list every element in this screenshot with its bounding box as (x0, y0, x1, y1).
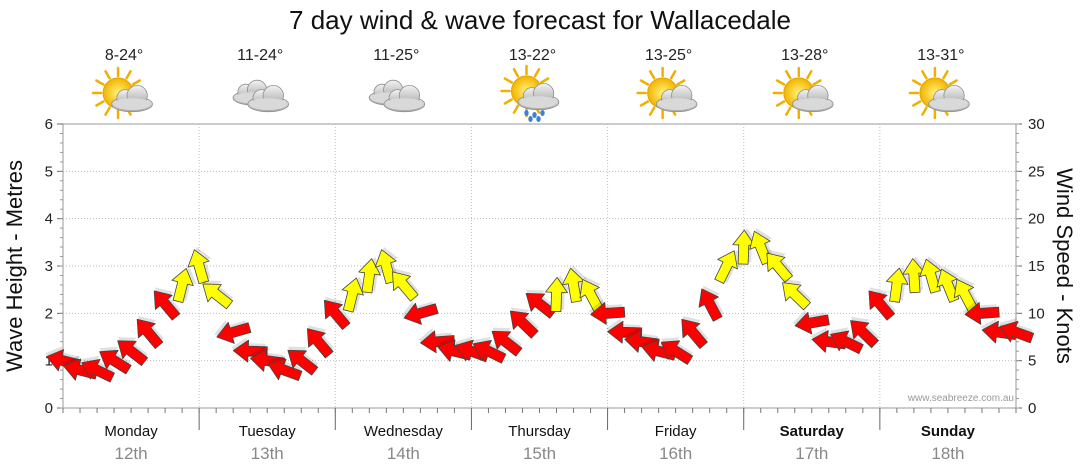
wind-arrow (660, 337, 694, 365)
wind-arrow (605, 318, 643, 344)
y-axis-right-title: Wind Speed - Knots (1052, 168, 1077, 364)
day-date-label: 13th (251, 444, 284, 463)
wind-arrow (732, 228, 758, 265)
wind-arrow (792, 309, 830, 335)
y-left-tick-label: 2 (45, 305, 53, 322)
y-right-tick-label: 5 (1028, 353, 1036, 370)
wind-arrow (698, 285, 724, 322)
y-left-tick-label: 3 (45, 258, 53, 275)
day-labels: Monday 12th Tuesday 13th Wednesday 14th Thursd… (104, 423, 975, 463)
wind-arrow (153, 287, 181, 321)
wind-arrow (117, 337, 148, 367)
day-date-label: 16th (659, 444, 692, 463)
y-right-tick-label: 0 (1028, 400, 1036, 417)
wind-arrow (171, 267, 197, 304)
cloudy-icon (232, 79, 290, 113)
wind-arrow (782, 279, 812, 311)
temperature-range: 11-24° (237, 47, 283, 64)
wind-arrow (81, 355, 115, 383)
wind-arrow (885, 266, 912, 303)
wind-arrow (267, 355, 303, 382)
wind-arrow (136, 315, 164, 349)
y-right-tick-label: 10 (1028, 305, 1045, 322)
wind-arrows (45, 228, 1035, 383)
wind-arrow (418, 328, 456, 354)
y-axis-left-title: Wave Height - Metres (2, 160, 27, 372)
wind-arrow (579, 276, 605, 313)
wind-arrow (868, 287, 896, 321)
day-name-label: Tuesday (239, 423, 296, 440)
wind-arrow (392, 268, 420, 302)
day-date-label: 18th (931, 444, 964, 463)
y-right-tick-label: 30 (1028, 116, 1045, 133)
wind-arrow (306, 325, 335, 359)
partly-cloudy-icon (91, 66, 153, 120)
credit-text: www.seabreeze.com.au (907, 393, 1014, 404)
y-right-tick-label: 25 (1028, 163, 1045, 180)
wind-arrow (850, 316, 880, 349)
day-name-label: Friday (655, 423, 697, 440)
y-left-tick-label: 4 (45, 211, 53, 228)
y-left-tick-label: 5 (45, 163, 53, 180)
temperature-range: 13-22° (509, 47, 556, 64)
wind-arrow (681, 315, 709, 349)
partly-cloudy-icon (772, 66, 834, 120)
temperature-range: 11-25° (373, 47, 419, 64)
day-date-label: 15th (523, 444, 556, 463)
y-left-tick-label: 0 (45, 400, 53, 417)
wind-arrow (99, 346, 132, 375)
wind-arrow (341, 276, 367, 313)
temperature-range: 13-31° (917, 47, 964, 64)
temperature-range: 8-24° (105, 47, 143, 64)
wind-arrow (472, 336, 507, 364)
cloudy-icon (368, 79, 426, 113)
y-right-tick-label: 20 (1028, 211, 1045, 228)
temperature-range: 13-28° (781, 47, 828, 64)
wind-arrow (999, 317, 1035, 344)
wind-arrow (588, 299, 626, 325)
wind-arrow (287, 346, 319, 376)
partly-cloudy-icon (908, 66, 970, 120)
temperature-range: 13-25° (645, 47, 692, 64)
wind-arrow (714, 250, 742, 284)
wind-arrow (214, 319, 252, 344)
day-date-label: 17th (795, 444, 828, 463)
y-left-tick-label: 1 (45, 353, 53, 370)
day-name-label: Thursday (508, 423, 571, 440)
day-date-label: 12th (115, 444, 148, 463)
wind-arrow (202, 280, 234, 310)
plot-area (62, 123, 1017, 409)
wind-arrow (231, 337, 268, 363)
partly-cloudy-icon (636, 66, 698, 120)
y-right-tick-label: 15 (1028, 258, 1045, 275)
wind-arrow (830, 327, 864, 355)
wind-arrow (766, 249, 794, 283)
wind-arrow (902, 256, 928, 294)
day-name-label: Monday (104, 423, 158, 440)
wind-arrow (962, 299, 1000, 325)
day-name-label: Wednesday (364, 423, 443, 440)
wind-arrow (491, 327, 523, 357)
wind-arrow (953, 276, 980, 313)
wind-arrow (187, 246, 212, 285)
day-date-label: 14th (387, 444, 420, 463)
wind-arrow (401, 300, 439, 325)
y-left-tick-label: 6 (45, 116, 53, 133)
wind-arrow (509, 307, 539, 339)
day-name-label: Saturday (780, 423, 845, 440)
shower-icon (500, 64, 560, 122)
chart-title: 7 day wind & wave forecast for Wallaceda… (289, 5, 791, 35)
weather-row: 8-24° 11-24° 11-25° 13-22° 13-25° 13-28° 13-31… (91, 47, 970, 122)
day-name-label: Sunday (921, 423, 976, 440)
wind-arrow (323, 296, 352, 330)
